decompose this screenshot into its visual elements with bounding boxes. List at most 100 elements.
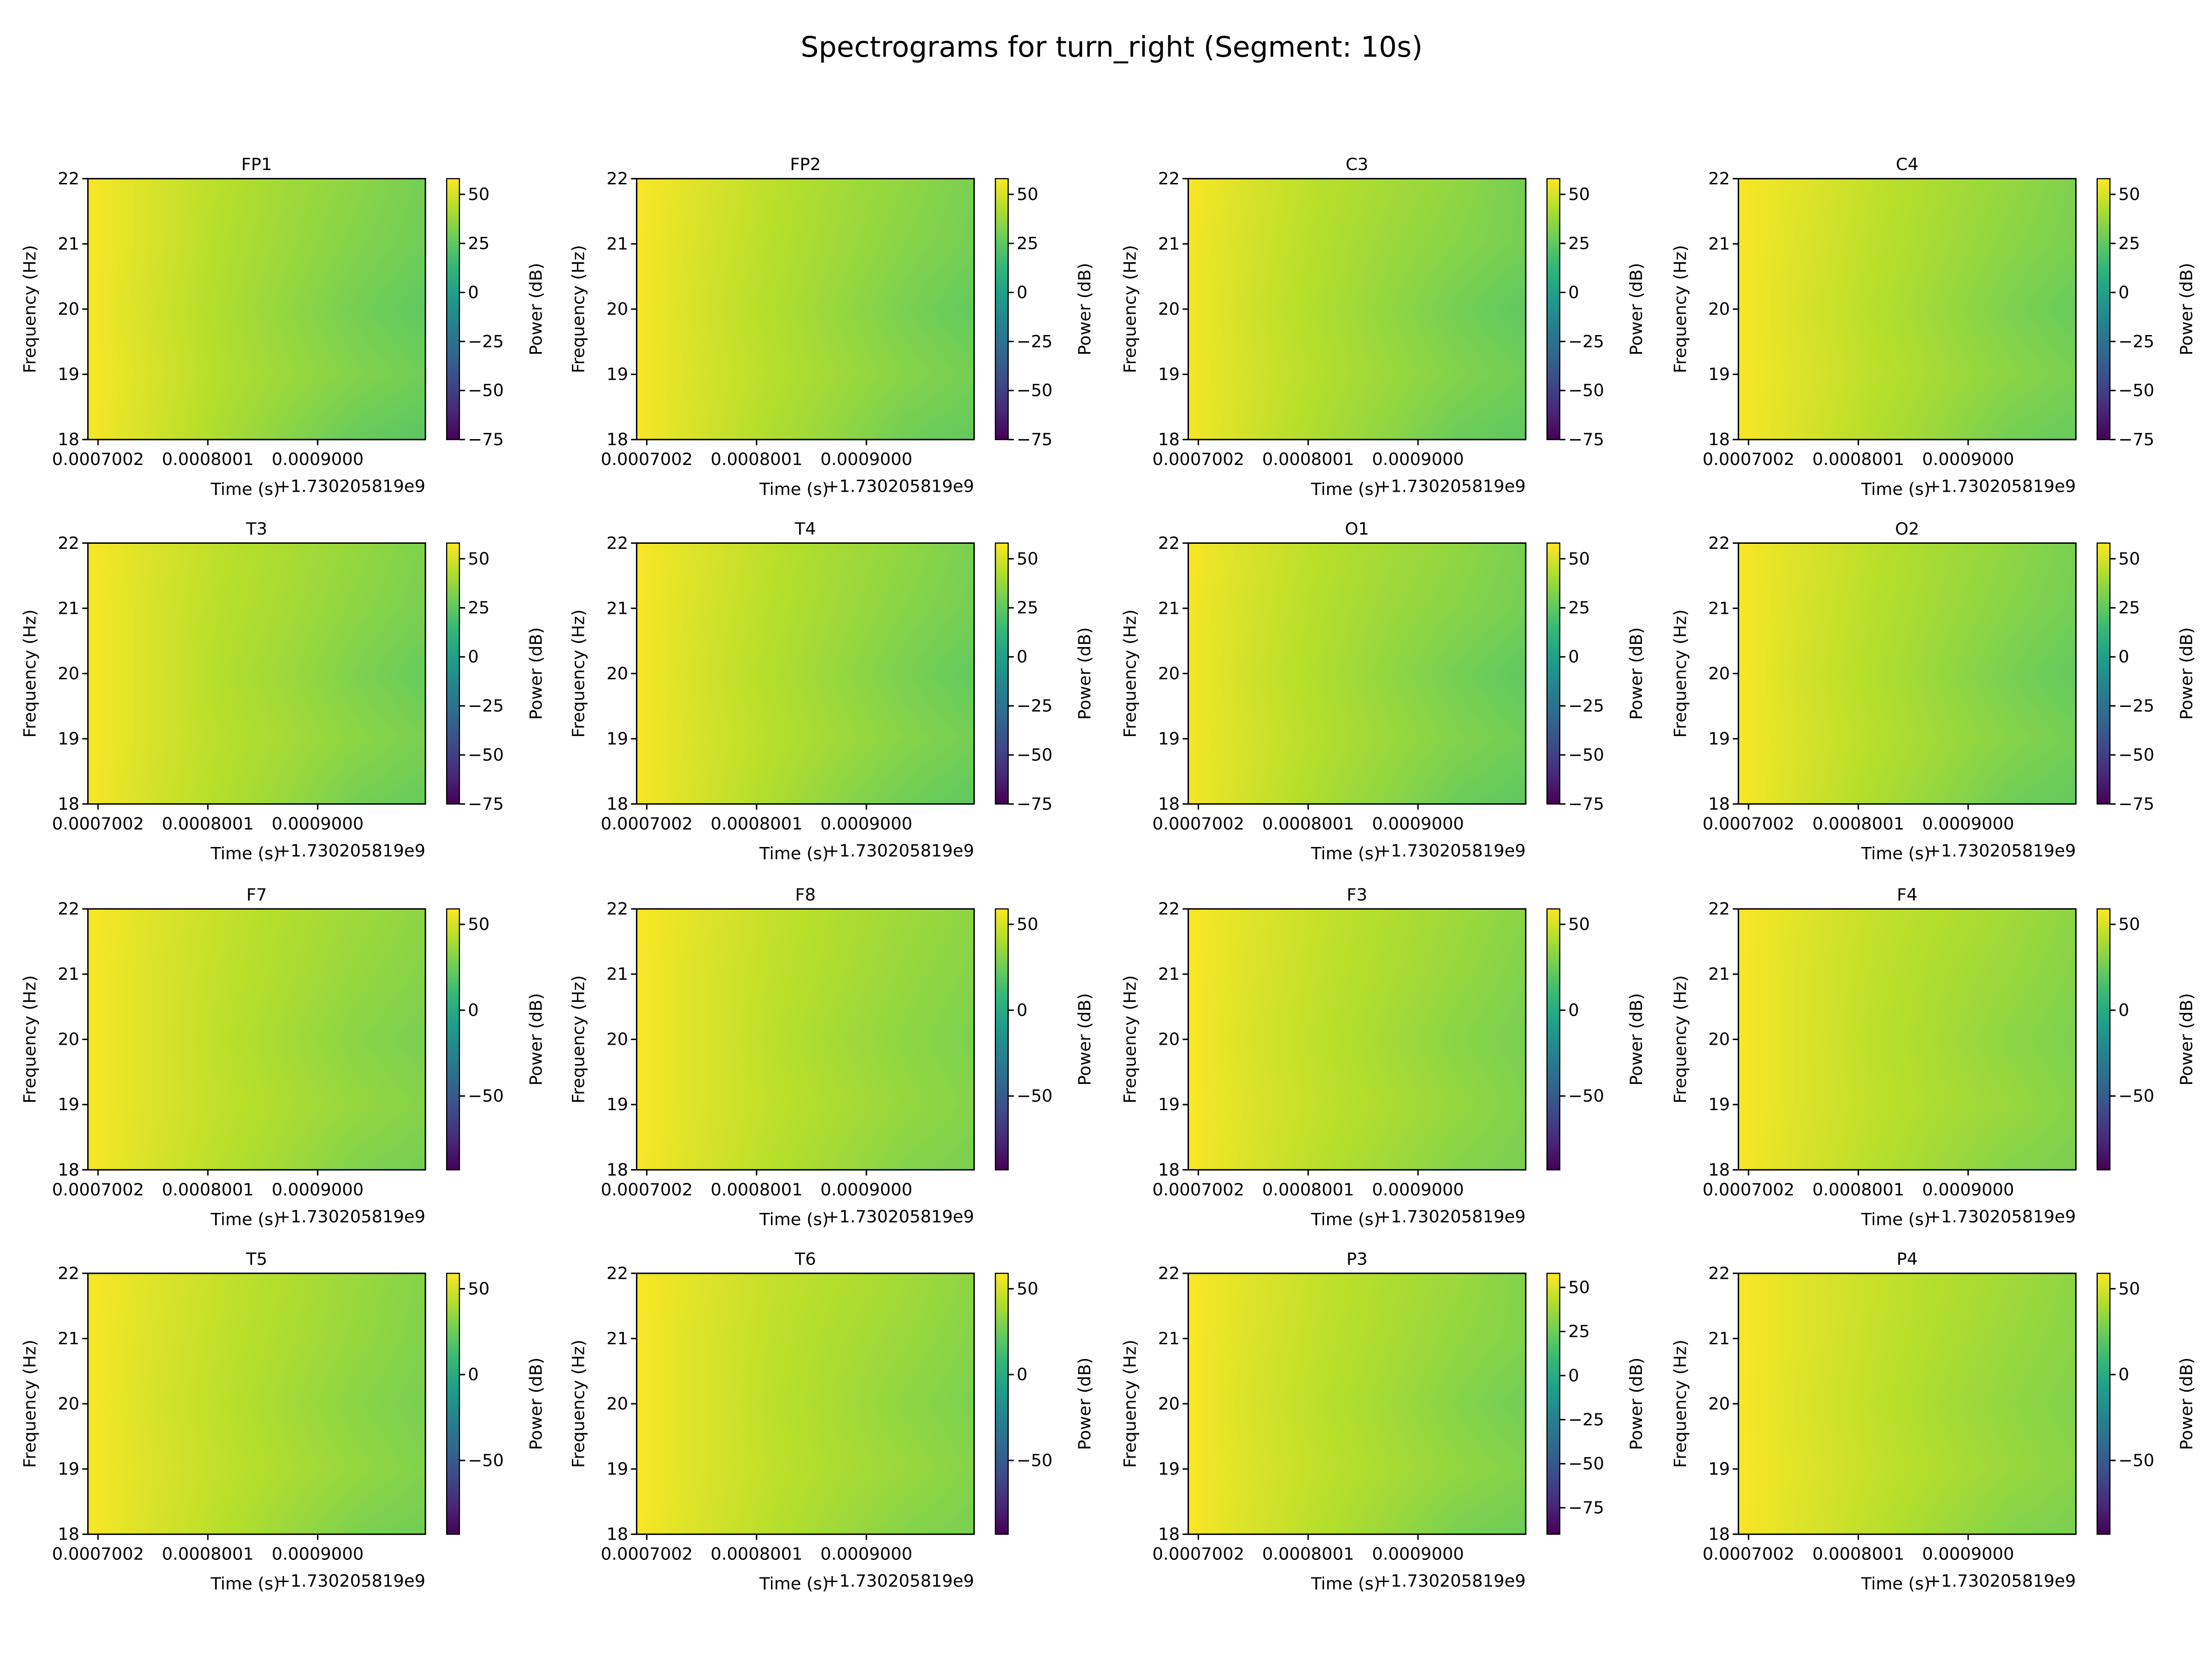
y-axis-label: Frequency (Hz): [1670, 245, 1690, 373]
y-tick-label: 18: [1708, 429, 1730, 449]
spectrogram-image: [1738, 1273, 2076, 1535]
x-offset-label: +1.730205819e9: [276, 1206, 425, 1226]
panel-title: T4: [794, 519, 816, 539]
colorbar: 50 25 0 −25 −50 −75 Power (dB): [1546, 1272, 1646, 1535]
colorbar-tick-label: 25: [2118, 233, 2140, 253]
colorbar: 50 0 −50 Power (dB): [1546, 908, 1646, 1171]
y-tick-label: 21: [1158, 598, 1180, 618]
colorbar-tick-label: −50: [1568, 1086, 1604, 1106]
colorbar-label: Power (dB): [526, 993, 546, 1086]
x-offset-label: +1.730205819e9: [1377, 1571, 1526, 1591]
panel-c3: C3 18 19 20 21 22 Frequency (Hz) 0.0007002 0.000…: [1120, 154, 1646, 499]
panel-title: T6: [794, 1249, 816, 1269]
x-tick-label: 0.0009000: [1372, 449, 1464, 469]
x-tick-label: 0.0007002: [1153, 1544, 1245, 1564]
x-tick-label: 0.0007002: [601, 1544, 693, 1564]
y-tick-label: 22: [1158, 533, 1180, 553]
colorbar-tick-label: −75: [1017, 429, 1053, 449]
spectrogram-image: [1188, 1273, 1526, 1535]
spectrogram-image: [88, 909, 426, 1170]
y-axis-label: Frequency (Hz): [569, 975, 588, 1103]
colorbar-tick-label: −25: [1568, 696, 1604, 716]
x-tick-label: 0.0007002: [52, 1180, 144, 1200]
colorbar-tick-label: 0: [1568, 1365, 1579, 1385]
y-tick-label: 22: [58, 533, 79, 553]
colorbar-tick-label: 50: [2118, 914, 2140, 934]
x-tick-label: 0.0008001: [162, 1544, 254, 1564]
x-tick-label: 0.0009000: [820, 1180, 912, 1200]
x-tick-label: 0.0009000: [1372, 814, 1464, 834]
colorbar-label: Power (dB): [1075, 627, 1094, 720]
colorbar-tick-label: 0: [1017, 1365, 1027, 1384]
spectrogram-image: [1188, 543, 1526, 804]
panel-title: P4: [1897, 1249, 1918, 1269]
spectrogram-image: [88, 1273, 426, 1535]
x-offset-label: +1.730205819e9: [1377, 1206, 1526, 1226]
x-tick-label: 0.0009000: [1922, 1544, 2014, 1564]
x-offset-label: +1.730205819e9: [1927, 841, 2076, 860]
panel-t4: T4 18 19 20 21 22 Frequency (Hz) 0.0007002 0.000…: [569, 519, 1094, 864]
y-tick-label: 22: [1708, 533, 1730, 553]
panel-o1: O1 18 19 20 21 22 Frequency (Hz) 0.0007002 0.000…: [1120, 519, 1646, 864]
panel-t5: T5 18 19 20 21 22 Frequency (Hz) 0.0007002 0.000…: [20, 1249, 546, 1594]
spectrogram-image: [1738, 909, 2076, 1170]
y-tick-label: 22: [1708, 169, 1730, 188]
spectrogram-image: [636, 909, 974, 1170]
x-axis-label: Time (s): [1861, 1209, 1930, 1229]
x-tick-label: 0.0009000: [1922, 814, 2014, 834]
x-tick-label: 0.0007002: [52, 449, 144, 469]
colorbar-tick-label: 0: [468, 1000, 478, 1020]
colorbar-gradient: [994, 178, 1009, 441]
colorbar: 50 25 0 −25 −50 −75 Power (dB): [994, 542, 1094, 814]
y-tick-label: 20: [606, 299, 628, 319]
colorbar-tick-label: 25: [468, 233, 489, 253]
colorbar-label: Power (dB): [2177, 1358, 2196, 1450]
y-tick-label: 20: [1158, 1394, 1180, 1413]
panel-title: C3: [1346, 154, 1368, 174]
spectrogram-image: [1188, 909, 1526, 1170]
colorbar-tick-label: 25: [1017, 598, 1038, 618]
y-tick-label: 19: [1158, 365, 1180, 384]
panel-f3: F3 18 19 20 21 22 Frequency (Hz) 0.0007002 0.000…: [1120, 885, 1646, 1230]
colorbar-tick-label: −25: [468, 331, 504, 351]
colorbar-tick-label: 50: [468, 549, 489, 569]
colorbar-tick-label: 50: [2118, 1279, 2140, 1299]
panel-title: FP1: [241, 154, 272, 174]
y-tick-label: 21: [1158, 234, 1180, 254]
x-offset-label: +1.730205819e9: [825, 1571, 974, 1591]
colorbar-tick-label: −25: [1017, 331, 1053, 351]
y-tick-label: 22: [1158, 1263, 1180, 1283]
x-tick-label: 0.0008001: [1262, 814, 1354, 834]
x-tick-label: 0.0007002: [52, 1544, 144, 1564]
y-axis-label: Frequency (Hz): [1670, 609, 1690, 737]
colorbar-tick-label: −50: [1568, 1454, 1604, 1474]
colorbar-tick-label: 0: [2118, 282, 2129, 302]
y-tick-label: 19: [1158, 1094, 1180, 1114]
y-tick-label: 18: [58, 794, 79, 814]
y-tick-label: 18: [606, 429, 628, 449]
y-tick-label: 18: [1158, 794, 1180, 814]
panel-t3: T3 18 19 20 21 22 Frequency (Hz) 0.0007002 0.000…: [20, 519, 546, 864]
colorbar-tick-label: −75: [2118, 429, 2154, 449]
colorbar-tick-label: −50: [1017, 381, 1053, 400]
colorbar-tick-label: 50: [1568, 549, 1590, 569]
x-tick-label: 0.0009000: [1922, 1180, 2014, 1200]
y-axis-label: Frequency (Hz): [569, 609, 588, 737]
spectrogram-image: [636, 178, 974, 440]
y-tick-label: 20: [58, 1030, 79, 1049]
y-tick-label: 18: [606, 1524, 628, 1544]
colorbar-gradient: [2096, 1272, 2111, 1535]
spectrogram-image: [88, 543, 426, 804]
panel-title: T5: [246, 1249, 267, 1269]
y-tick-label: 19: [606, 1094, 628, 1114]
y-tick-label: 21: [58, 598, 79, 618]
x-axis-label: Time (s): [1311, 1209, 1380, 1229]
x-axis-label: Time (s): [1311, 844, 1380, 864]
colorbar: 50 25 0 −25 −50 −75 Power (dB): [1546, 542, 1646, 814]
x-tick-label: 0.0008001: [1812, 449, 1905, 469]
y-axis-label: Frequency (Hz): [20, 609, 40, 737]
y-tick-label: 21: [58, 1329, 79, 1348]
x-axis-label: Time (s): [759, 844, 829, 864]
colorbar-tick-label: 50: [468, 914, 489, 934]
x-offset-label: +1.730205819e9: [825, 1206, 974, 1226]
